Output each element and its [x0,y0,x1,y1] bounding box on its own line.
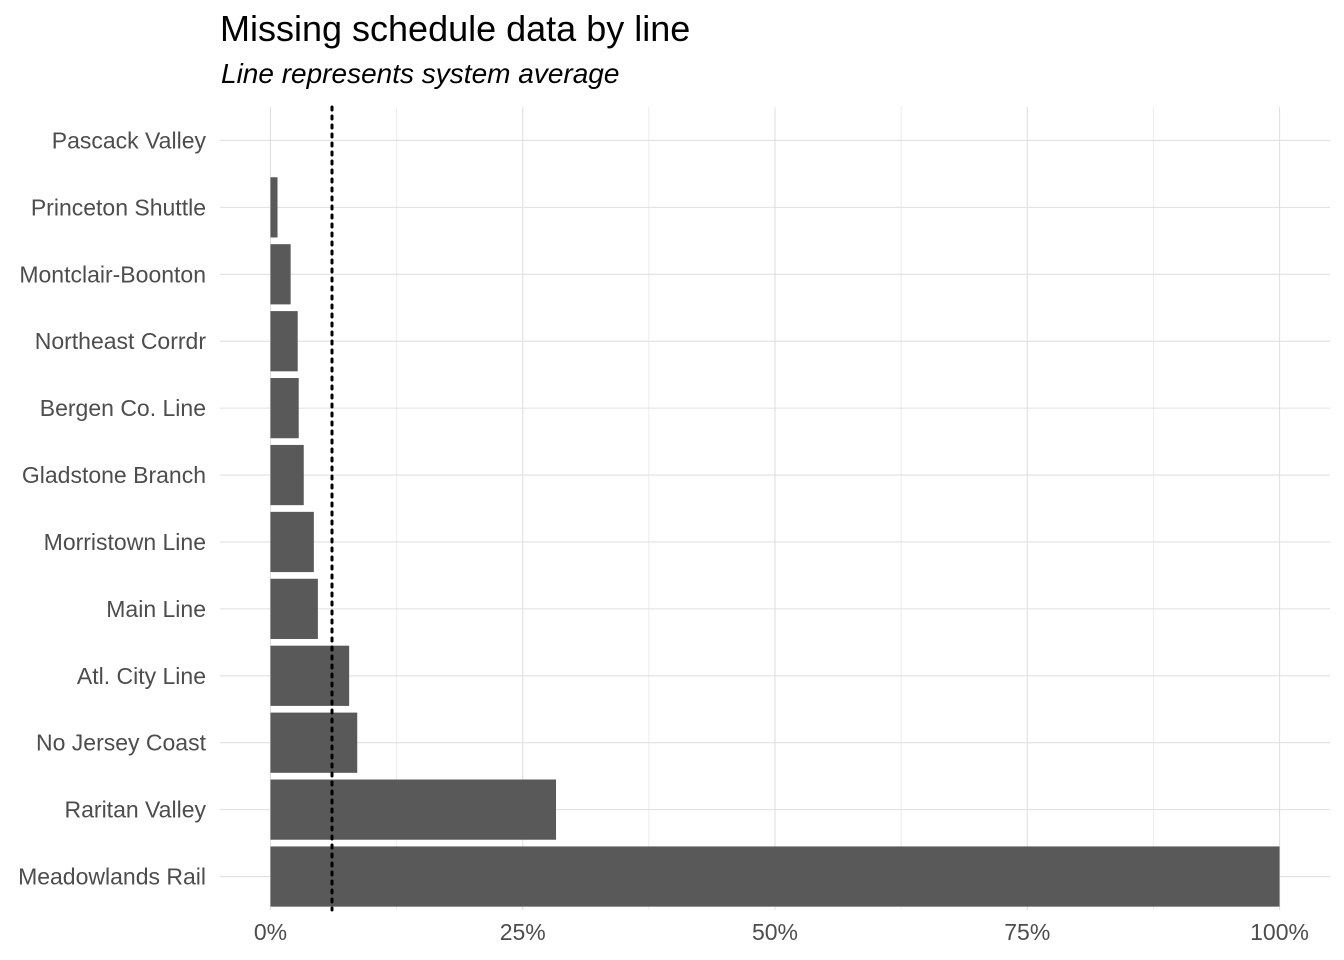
category-label: Morristown Line [44,529,206,555]
category-label: No Jersey Coast [36,730,207,756]
category-label: Northeast Corrdr [35,328,207,354]
x-tick-label: 75% [1004,919,1050,945]
bar [270,578,318,639]
bar-layer [270,177,1280,907]
bar [270,779,557,840]
bar [270,846,1280,907]
x-tick-label: 0% [254,919,287,945]
bar [270,244,291,305]
category-label: Montclair-Boonton [19,261,206,287]
category-label: Princeton Shuttle [31,194,206,220]
category-labels: Pascack Valley Princeton Shuttle Montclair… [18,127,207,889]
category-label: Main Line [106,596,206,622]
bar [270,511,314,573]
category-label: Gladstone Branch [22,462,206,488]
bar [270,645,350,706]
category-label: Atl. City Line [77,663,206,689]
category-label: Raritan Valley [65,797,207,823]
bar [270,311,298,372]
x-tick-labels: 0% 25% 50% 75% 100% [254,919,1309,945]
x-tick-label: 25% [500,919,546,945]
chart-subtitle: Line represents system average [221,58,620,89]
bar [270,177,278,238]
chart-title: Missing schedule data by line [220,8,691,49]
category-label: Meadowlands Rail [18,864,206,890]
bar [270,378,299,439]
x-tick-label: 100% [1250,919,1309,945]
bar [270,444,304,506]
grid-layer [220,107,1330,910]
category-label: Pascack Valley [52,127,207,153]
bar [270,712,358,773]
category-label: Bergen Co. Line [40,395,206,421]
x-tick-label: 50% [752,919,798,945]
